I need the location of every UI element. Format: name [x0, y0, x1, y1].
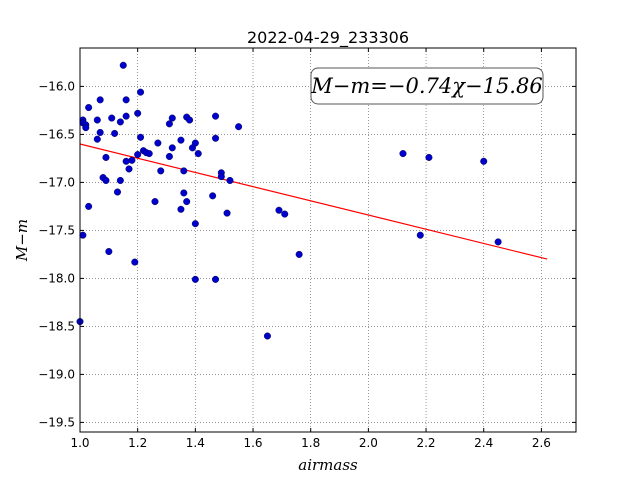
data-point	[116, 118, 124, 126]
data-point	[105, 248, 113, 256]
data-point	[226, 176, 234, 184]
y-tick-label: −18.0	[38, 271, 75, 285]
data-point	[102, 153, 110, 161]
y-tick-label: −19.0	[38, 367, 75, 381]
data-point	[191, 139, 199, 147]
data-point	[96, 128, 104, 136]
x-tick-label: 2.0	[359, 436, 378, 450]
data-point	[85, 202, 93, 210]
data-point	[137, 88, 145, 96]
data-point	[134, 109, 142, 117]
x-axis-label: airmass	[298, 456, 358, 474]
annotation-box	[310, 67, 544, 105]
data-point	[416, 231, 424, 239]
data-point	[212, 275, 220, 283]
data-point	[122, 112, 130, 120]
data-point	[165, 120, 173, 128]
chart-title: 2022-04-29_233306	[247, 28, 409, 48]
data-point	[111, 129, 119, 137]
data-point	[134, 151, 142, 159]
data-point	[177, 205, 185, 213]
data-point	[217, 173, 225, 181]
data-point	[119, 61, 127, 69]
x-tick-label: 2.6	[532, 436, 551, 450]
data-point	[494, 238, 502, 246]
data-point	[154, 139, 162, 147]
fit-line	[79, 143, 548, 260]
data-points	[76, 61, 502, 340]
data-point	[96, 96, 104, 104]
data-point	[480, 157, 488, 165]
data-point	[79, 231, 87, 239]
data-point	[275, 206, 283, 214]
x-tick-label: 2.2	[416, 436, 435, 450]
data-point	[85, 104, 93, 112]
x-tick-label: 1.2	[128, 436, 147, 450]
data-point	[93, 135, 101, 143]
x-tick-label: 1.4	[186, 436, 205, 450]
data-point	[165, 152, 173, 160]
data-point	[425, 153, 433, 161]
data-point	[295, 250, 303, 258]
plot-frame	[79, 47, 577, 433]
data-point	[116, 176, 124, 184]
data-point	[180, 189, 188, 197]
data-point	[177, 136, 185, 144]
y-tick-label: −16.5	[38, 127, 75, 141]
data-point	[212, 112, 220, 120]
data-point	[122, 96, 130, 104]
data-point	[151, 198, 159, 206]
data-point	[209, 192, 217, 200]
axis-ticks: 1.0 1.2 1.4 1.6 1.8 2.0 2.2 2.4 2.6 −16.0 −16.5 −17…	[38, 48, 576, 450]
y-tick-label: −17.5	[38, 223, 75, 237]
data-point	[128, 156, 136, 164]
data-point	[399, 150, 407, 158]
data-point	[183, 198, 191, 206]
y-tick-label: −19.5	[38, 415, 75, 429]
y-tick-label: −18.5	[38, 319, 75, 333]
annotation-text: M−m=−0.74χ−15.86	[310, 74, 542, 98]
data-point	[194, 150, 202, 158]
data-point	[82, 124, 90, 132]
data-point	[122, 157, 130, 165]
y-tick-label: −16.0	[38, 79, 75, 93]
data-point	[223, 209, 231, 217]
data-point	[263, 332, 271, 340]
y-axis-label: M−m	[13, 219, 31, 262]
equation-annotation: M−m=−0.74χ−15.86	[310, 67, 544, 105]
data-point	[145, 150, 153, 158]
x-tick-label: 1.0	[70, 436, 89, 450]
x-tick-label: 2.4	[474, 436, 493, 450]
fit-line-group	[79, 143, 548, 260]
data-point	[168, 144, 176, 152]
x-tick-label: 1.6	[243, 436, 262, 450]
data-point	[186, 116, 194, 124]
data-point	[108, 114, 116, 122]
data-point	[102, 176, 110, 184]
data-point	[157, 167, 165, 175]
data-point	[113, 188, 121, 196]
data-point	[191, 275, 199, 283]
x-tick-label: 1.8	[301, 436, 320, 450]
data-point	[212, 134, 220, 142]
data-point	[168, 114, 176, 122]
data-point	[180, 167, 188, 175]
data-point	[131, 258, 139, 266]
data-point	[191, 220, 199, 228]
data-point	[137, 133, 145, 141]
data-point	[235, 123, 243, 131]
y-tick-label: −17.0	[38, 175, 75, 189]
data-point	[281, 210, 289, 218]
data-point	[125, 165, 133, 173]
data-point	[93, 116, 101, 124]
